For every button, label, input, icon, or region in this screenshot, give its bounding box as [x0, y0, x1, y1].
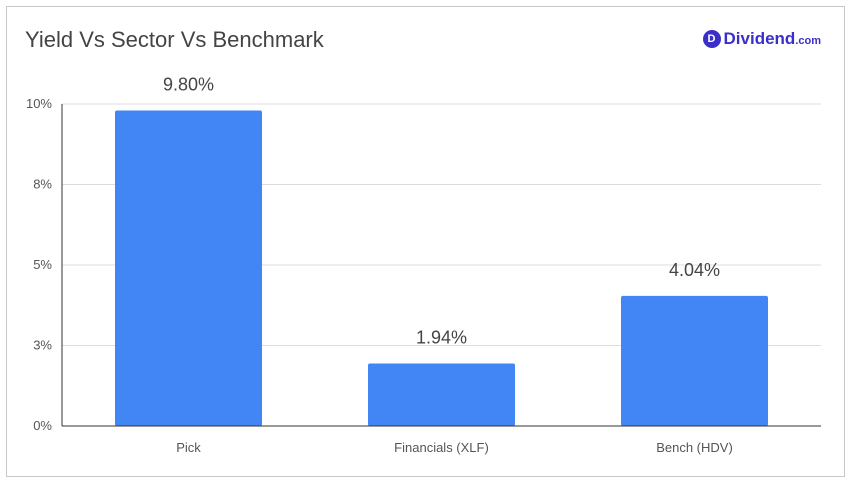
bar: [115, 110, 262, 426]
x-tick-label: Financials (XLF): [394, 440, 489, 455]
x-tick-label: Bench (HDV): [656, 440, 733, 455]
x-tick-label: Pick: [176, 440, 201, 455]
y-tick-label: 0%: [33, 418, 52, 433]
dividend-logo[interactable]: D Dividend .com: [702, 29, 821, 49]
data-label: 9.80%: [163, 74, 214, 94]
bar: [368, 363, 515, 426]
bar: [621, 295, 768, 426]
data-label: 1.94%: [416, 328, 467, 348]
y-tick-label: 10%: [26, 96, 52, 111]
chart-title: Yield Vs Sector Vs Benchmark: [25, 27, 324, 52]
dividend-logo-icon: D: [702, 30, 721, 48]
y-tick-label: 3%: [33, 338, 52, 353]
y-tick-label: 8%: [33, 177, 52, 192]
logo-name: Dividend: [723, 29, 796, 48]
logo-suffix: .com: [795, 35, 821, 47]
data-label: 4.04%: [669, 260, 720, 280]
y-tick-label: 5%: [33, 257, 52, 272]
